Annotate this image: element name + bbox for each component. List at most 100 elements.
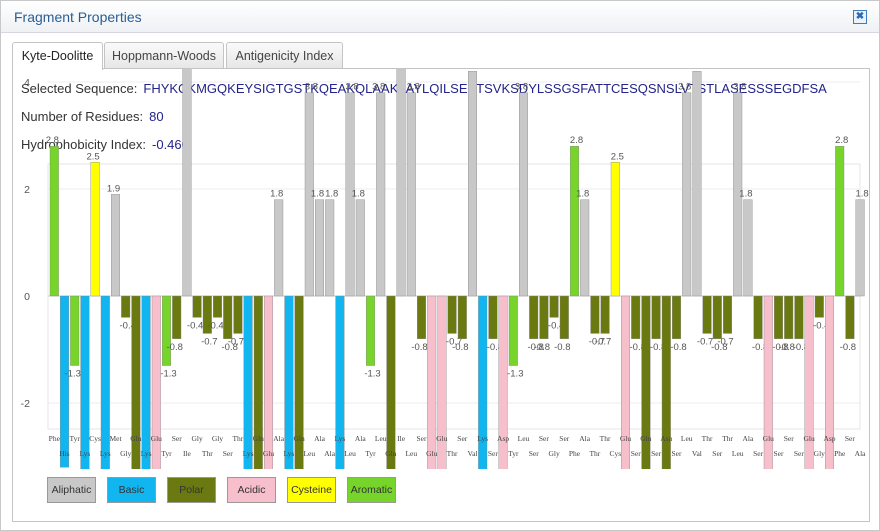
sequence-label: Selected Sequence: (21, 81, 138, 96)
bar-value-label: -0.8 (630, 342, 646, 353)
bar (233, 295, 243, 334)
bar-value-label: 1.8 (576, 189, 589, 200)
x-tick-label: Ser (457, 434, 468, 443)
bar (253, 295, 263, 469)
bar (447, 295, 457, 334)
bar (845, 295, 855, 339)
bar-value-label: 1.8 (325, 189, 338, 200)
x-tick-label: Ser (223, 449, 234, 458)
bar-value-label: 1.8 (855, 189, 868, 200)
bar-value-label: 2.8 (570, 135, 583, 146)
x-tick-label: Ser (631, 449, 642, 458)
bar (672, 295, 682, 339)
bar-value-label: -0.8 (650, 342, 666, 353)
bar (355, 199, 365, 297)
x-tick-label: Glu (436, 434, 448, 443)
bar (702, 295, 712, 334)
x-tick-label: Gln (640, 434, 652, 443)
y-tick-label: 0 (24, 291, 30, 303)
bar-value-label: -0.4 (548, 320, 564, 331)
x-tick-label: Lys (477, 434, 488, 443)
tab-hoppmann-woods[interactable]: Hoppmann-Woods (104, 42, 224, 69)
bar-value-label: 1.8 (311, 189, 324, 200)
legend-item-aromatic: Aromatic (347, 477, 396, 503)
bar (263, 295, 273, 469)
bar-value-label: 1.8 (270, 189, 283, 200)
bar (60, 295, 70, 468)
x-tick-label: Ile (397, 434, 406, 443)
bar (488, 295, 498, 339)
x-tick-label: Asn (660, 434, 672, 443)
x-tick-label: Thr (447, 449, 458, 458)
x-tick-label: Leu (518, 434, 530, 443)
bar (590, 295, 600, 334)
bar-value-label: 3.8 (678, 82, 691, 93)
bar-value-label: 2.5 (611, 151, 624, 162)
bar (192, 295, 202, 318)
residues-label: Number of Residues: (21, 109, 144, 124)
x-tick-label: Ser (794, 449, 805, 458)
bar-value-label: -0.8 (411, 342, 427, 353)
bar (161, 295, 171, 366)
legend-item-cysteine: Cysteine (287, 477, 336, 503)
x-tick-label: Met (109, 434, 122, 443)
x-tick-label: Ser (539, 434, 550, 443)
bar (570, 145, 580, 297)
bar (559, 295, 569, 339)
x-tick-label: Gly (814, 449, 826, 458)
sequence-row: Selected Sequence: FHYKCKMGQKEYSIGTGSTKQE… (21, 81, 827, 96)
bar (835, 145, 845, 297)
x-tick-label: Leu (303, 449, 315, 458)
tab-kyte-doolitte[interactable]: Kyte-Doolitte (12, 42, 103, 70)
close-icon[interactable]: ✖ (853, 10, 867, 24)
bar (763, 295, 773, 469)
x-tick-label: Ser (559, 434, 570, 443)
bar-value-label: -0.7 (595, 336, 611, 347)
x-tick-label: Asp (823, 434, 835, 443)
x-tick-label: Phe (49, 434, 61, 443)
bar (610, 162, 620, 297)
bar (478, 295, 488, 469)
sequence-value: FHYKCKMGQKEYSIGTGSTKQEAKQLAAKLAYLQILSEET… (143, 81, 827, 96)
bar-value-label: 3.8 (515, 82, 528, 93)
x-tick-label: Tyr (161, 449, 172, 458)
bar-value-label: -0.8 (534, 342, 550, 353)
residues-row: Number of Residues: 80 (21, 109, 164, 124)
bar (212, 295, 222, 318)
x-tick-label: Val (468, 449, 478, 458)
bar-value-label: -0.7 (228, 336, 244, 347)
bar (151, 295, 161, 469)
bar (580, 199, 590, 297)
x-tick-label: Glu (151, 434, 163, 443)
bar-value-label: -1.3 (364, 369, 380, 380)
x-tick-label: Lys (334, 434, 345, 443)
bar (80, 295, 90, 469)
bar-value-label: -0.7 (446, 336, 462, 347)
tab-antigenicity-index[interactable]: Antigenicity Index (226, 42, 343, 69)
x-tick-label: Ala (855, 449, 867, 458)
x-tick-label: Thr (232, 434, 243, 443)
x-tick-label: Leu (405, 449, 417, 458)
y-tick-label: 4 (24, 77, 30, 89)
x-tick-label: Gln (253, 434, 265, 443)
x-tick-label: Ser (753, 449, 764, 458)
bar-value-label: -1.3 (65, 369, 81, 380)
bar-value-label: -1.3 (507, 369, 523, 380)
bar (753, 295, 763, 339)
bar (427, 295, 437, 469)
hydrophobicity-value: -0.460 (152, 137, 189, 152)
bar (366, 295, 376, 366)
y-tick-label: 2 (24, 184, 30, 196)
bar (498, 295, 508, 469)
bar-value-label: -0.8 (779, 342, 795, 353)
bar-value-label: -1.3 (160, 369, 176, 380)
x-tick-label: Val (692, 449, 702, 458)
bar (508, 295, 518, 366)
x-tick-label: Ser (651, 449, 662, 458)
x-tick-label: Gln (293, 434, 305, 443)
bar (539, 295, 549, 339)
bar (141, 295, 151, 469)
x-tick-label: Leu (732, 449, 744, 458)
x-tick-label: Ala (273, 434, 285, 443)
bar (131, 295, 141, 469)
